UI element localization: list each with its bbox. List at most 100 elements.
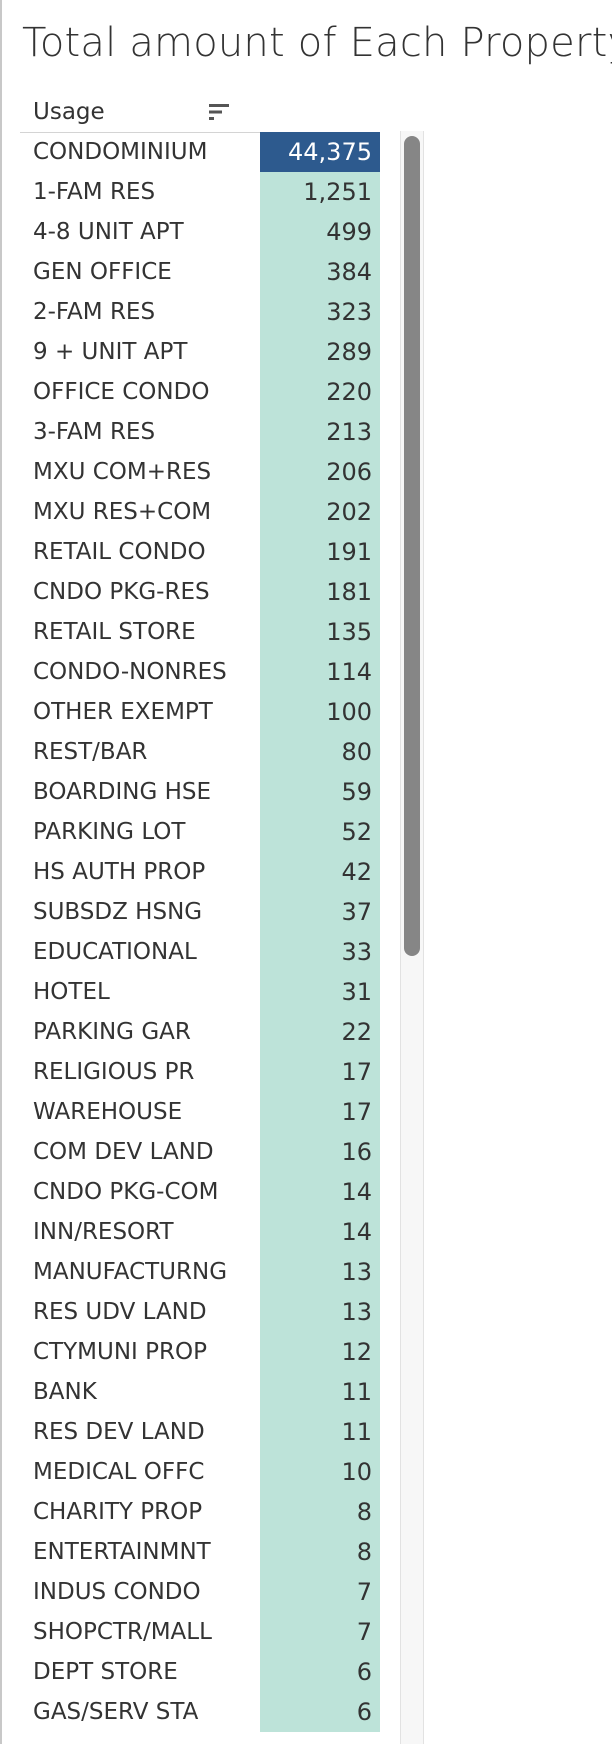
row-label[interactable]: EDUCATIONAL bbox=[33, 939, 197, 965]
row-label[interactable]: SUBSDZ HSNG bbox=[33, 899, 203, 925]
row-label[interactable]: INN/RESORT bbox=[33, 1219, 174, 1245]
row-label[interactable]: 3-FAM RES bbox=[33, 419, 156, 445]
value-cell[interactable]: 220 bbox=[260, 372, 380, 412]
value-label: 8 bbox=[356, 1498, 372, 1526]
row-label[interactable]: MXU RES+COM bbox=[33, 499, 212, 525]
row-label[interactable]: OFFICE CONDO bbox=[33, 379, 210, 405]
value-cell[interactable]: 206 bbox=[260, 452, 380, 492]
left-border bbox=[0, 0, 2, 1744]
chart-title: Total amount of Each Property bbox=[22, 20, 612, 66]
row-label[interactable]: 9 + UNIT APT bbox=[33, 339, 188, 365]
value-cell[interactable]: 181 bbox=[260, 572, 380, 612]
row-label[interactable]: PARKING LOT bbox=[33, 819, 186, 845]
value-cell[interactable]: 14 bbox=[260, 1212, 380, 1252]
value-cell[interactable]: 13 bbox=[260, 1252, 380, 1292]
row-label[interactable]: MXU COM+RES bbox=[33, 459, 212, 485]
row-label[interactable]: CNDO PKG-RES bbox=[33, 579, 210, 605]
value-label: 181 bbox=[326, 578, 372, 606]
row-label[interactable]: BOARDING HSE bbox=[33, 779, 212, 805]
value-label: 384 bbox=[326, 258, 372, 286]
value-cell[interactable]: 13 bbox=[260, 1292, 380, 1332]
row-label[interactable]: CTYMUNI PROP bbox=[33, 1339, 207, 1365]
value-label: 11 bbox=[341, 1418, 372, 1446]
value-cell[interactable]: 10 bbox=[260, 1452, 380, 1492]
value-cell[interactable]: 16 bbox=[260, 1132, 380, 1172]
value-cell[interactable]: 8 bbox=[260, 1492, 380, 1532]
value-label: 100 bbox=[326, 698, 372, 726]
value-label: 7 bbox=[356, 1578, 372, 1606]
value-cell[interactable]: 44,375 bbox=[260, 132, 380, 172]
value-cell[interactable]: 11 bbox=[260, 1372, 380, 1412]
row-label[interactable]: HS AUTH PROP bbox=[33, 859, 206, 885]
value-cell[interactable]: 6 bbox=[260, 1652, 380, 1692]
row-label[interactable]: MANUFACTURNG bbox=[33, 1259, 228, 1285]
value-cell[interactable]: 7 bbox=[260, 1612, 380, 1652]
value-cell[interactable]: 33 bbox=[260, 932, 380, 972]
row-label[interactable]: GEN OFFICE bbox=[33, 259, 172, 285]
row-label[interactable]: RETAIL STORE bbox=[33, 619, 196, 645]
value-cell[interactable]: 14 bbox=[260, 1172, 380, 1212]
value-cell[interactable]: 59 bbox=[260, 772, 380, 812]
row-label[interactable]: ENTERTAINMNT bbox=[33, 1539, 211, 1565]
value-cell[interactable]: 384 bbox=[260, 252, 380, 292]
row-label[interactable]: RES UDV LAND bbox=[33, 1299, 207, 1325]
value-label: 44,375 bbox=[288, 138, 372, 166]
value-cell[interactable]: 100 bbox=[260, 692, 380, 732]
value-cell[interactable]: 191 bbox=[260, 532, 380, 572]
value-cell[interactable]: 135 bbox=[260, 612, 380, 652]
row-label[interactable]: PARKING GAR bbox=[33, 1019, 191, 1045]
row-label[interactable]: DEPT STORE bbox=[33, 1659, 178, 1685]
row-label[interactable]: RES DEV LAND bbox=[33, 1419, 205, 1445]
value-label: 17 bbox=[341, 1098, 372, 1126]
table-body: CONDOMINIUM 44,375 1-FAM RES 1,251 4-8 UNIT … bbox=[20, 0, 420, 1744]
header-divider bbox=[20, 132, 260, 133]
row-label[interactable]: REST/BAR bbox=[33, 739, 148, 765]
value-cell[interactable]: 1,251 bbox=[260, 172, 380, 212]
scrollbar-thumb[interactable] bbox=[404, 136, 420, 956]
row-label[interactable]: CHARITY PROP bbox=[33, 1499, 203, 1525]
value-cell[interactable]: 22 bbox=[260, 1012, 380, 1052]
value-cell[interactable]: 80 bbox=[260, 732, 380, 772]
row-label[interactable]: COM DEV LAND bbox=[33, 1139, 214, 1165]
value-cell[interactable]: 202 bbox=[260, 492, 380, 532]
row-label[interactable]: CNDO PKG-COM bbox=[33, 1179, 219, 1205]
value-cell[interactable]: 7 bbox=[260, 1572, 380, 1612]
value-cell[interactable]: 289 bbox=[260, 332, 380, 372]
sort-descending-icon[interactable] bbox=[208, 102, 230, 122]
value-cell[interactable]: 17 bbox=[260, 1092, 380, 1132]
row-label[interactable]: INDUS CONDO bbox=[33, 1579, 201, 1605]
value-label: 31 bbox=[341, 978, 372, 1006]
value-cell[interactable]: 499 bbox=[260, 212, 380, 252]
value-cell[interactable]: 37 bbox=[260, 892, 380, 932]
value-cell[interactable]: 17 bbox=[260, 1052, 380, 1092]
row-label[interactable]: GAS/SERV STA bbox=[33, 1699, 199, 1725]
value-cell[interactable]: 6 bbox=[260, 1692, 380, 1732]
row-label[interactable]: 2-FAM RES bbox=[33, 299, 156, 325]
value-cell[interactable]: 52 bbox=[260, 812, 380, 852]
row-label[interactable]: CONDOMINIUM bbox=[33, 139, 208, 165]
value-cell[interactable]: 213 bbox=[260, 412, 380, 452]
value-label: 8 bbox=[356, 1538, 372, 1566]
row-label[interactable]: SHOPCTR/MALL bbox=[33, 1619, 212, 1645]
row-label[interactable]: 1-FAM RES bbox=[33, 179, 156, 205]
value-label: 59 bbox=[341, 778, 372, 806]
value-cell[interactable]: 11 bbox=[260, 1412, 380, 1452]
value-label: 499 bbox=[326, 218, 372, 246]
row-label[interactable]: CONDO-NONRES bbox=[33, 659, 227, 685]
value-label: 13 bbox=[341, 1298, 372, 1326]
value-cell[interactable]: 31 bbox=[260, 972, 380, 1012]
row-label[interactable]: OTHER EXEMPT bbox=[33, 699, 213, 725]
value-cell[interactable]: 12 bbox=[260, 1332, 380, 1372]
row-label[interactable]: RELIGIOUS PR bbox=[33, 1059, 195, 1085]
row-label[interactable]: BANK bbox=[33, 1379, 97, 1405]
row-label[interactable]: HOTEL bbox=[33, 979, 110, 1005]
row-label[interactable]: 4-8 UNIT APT bbox=[33, 219, 184, 245]
value-cell[interactable]: 114 bbox=[260, 652, 380, 692]
value-cell[interactable]: 42 bbox=[260, 852, 380, 892]
row-label[interactable]: MEDICAL OFFC bbox=[33, 1459, 205, 1485]
row-label[interactable]: WAREHOUSE bbox=[33, 1099, 183, 1125]
value-cell[interactable]: 8 bbox=[260, 1532, 380, 1572]
row-label[interactable]: RETAIL CONDO bbox=[33, 539, 206, 565]
value-cell[interactable]: 323 bbox=[260, 292, 380, 332]
column-header-usage[interactable]: Usage bbox=[33, 99, 105, 125]
